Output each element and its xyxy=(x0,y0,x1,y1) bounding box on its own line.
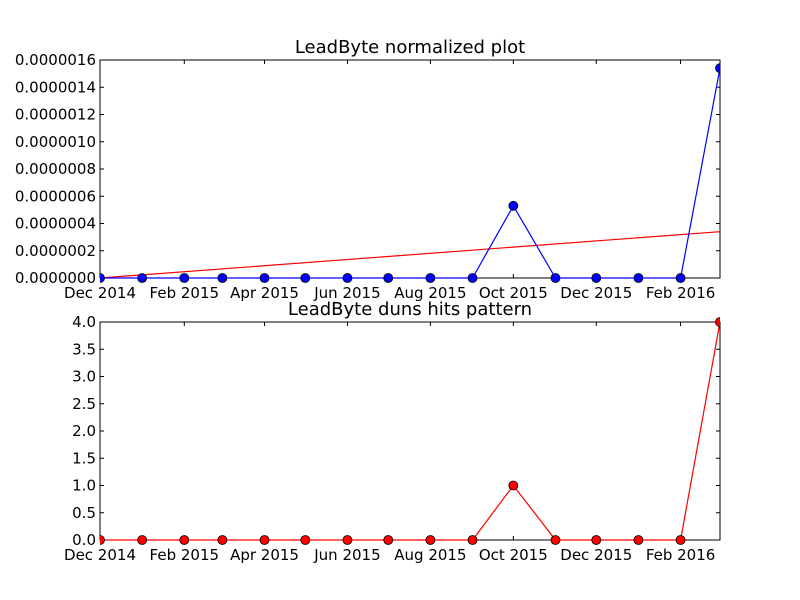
top-chart-x-tick-label: Apr 2015 xyxy=(230,284,299,302)
bottom-chart-title: LeadByte duns hits pattern xyxy=(288,299,532,320)
bottom-chart-x-tick-label: Aug 2015 xyxy=(394,546,466,564)
top-chart-y-tick-label: 0.0000002 xyxy=(15,242,96,260)
bottom-chart: 0.0 0.5 1.0 1.5 2.0 2.5 3.0 3.5 4.0 Dec 2014 Feb 2… xyxy=(64,313,721,564)
top-chart-x-tick-label: Dec 2015 xyxy=(560,284,632,302)
top-chart-x-tick-label: Feb 2015 xyxy=(150,284,220,302)
bottom-chart-x-tick-label: Feb 2015 xyxy=(150,546,220,564)
bottom-chart-data-point xyxy=(217,535,228,545)
bottom-chart-x-tick-label: Jun 2015 xyxy=(313,546,380,564)
bottom-chart-data-point xyxy=(675,535,686,545)
bottom-chart-data-point xyxy=(467,535,478,545)
top-chart-x-tick-label: Jun 2015 xyxy=(313,284,380,302)
bottom-chart-series-line xyxy=(100,321,720,541)
bottom-chart-y-tick-label: 2.0 xyxy=(72,422,96,440)
top-chart-x-tick-label: Oct 2015 xyxy=(479,284,548,302)
bottom-chart-data-point xyxy=(715,317,720,327)
top-chart-y-tick-label: 0.0000006 xyxy=(15,187,96,205)
bottom-chart-data-point xyxy=(100,535,105,545)
top-chart-data-point xyxy=(217,273,228,283)
bottom-chart-data-point xyxy=(179,535,190,545)
top-chart-data-point xyxy=(100,273,105,283)
bottom-chart-x-tick-label: Feb 2016 xyxy=(646,546,716,564)
top-chart-axes-frame xyxy=(99,59,721,279)
bottom-chart-y-tick-label: 4.0 xyxy=(72,313,96,331)
top-chart-x-tick-label: Aug 2015 xyxy=(394,284,466,302)
bottom-chart-data-point xyxy=(342,535,353,545)
bottom-chart-plot-area xyxy=(100,317,720,545)
top-chart-y-tick-label: 0.0000004 xyxy=(15,215,96,233)
bottom-chart-data-point xyxy=(137,535,148,545)
bottom-chart-data-point xyxy=(550,535,561,545)
bottom-chart-x-tick-label: Apr 2015 xyxy=(230,546,299,564)
bottom-chart-x-tick-label: Oct 2015 xyxy=(479,546,548,564)
top-chart-data-point xyxy=(137,273,148,283)
top-chart-data-point xyxy=(591,273,602,283)
bottom-chart-y-tick-label: 1.0 xyxy=(72,477,96,495)
bottom-chart-y-tick-label: 2.5 xyxy=(72,395,96,413)
top-chart-data-point xyxy=(715,63,720,74)
top-chart-y-tick-label: 0.0000016 xyxy=(15,51,96,69)
top-chart-data-point xyxy=(300,273,311,283)
bottom-chart-y-tick-label: 3.0 xyxy=(72,368,96,386)
top-chart-y-tick-label: 0.0000000 xyxy=(15,269,96,287)
top-chart-data-point xyxy=(383,273,394,283)
top-chart-plot-area xyxy=(100,63,720,283)
top-chart-trend-line xyxy=(100,231,720,279)
bottom-chart-y-tick-label: 3.5 xyxy=(72,340,96,358)
bottom-chart-y-tick-label: 0.5 xyxy=(72,504,96,522)
bottom-chart-data-point xyxy=(591,535,602,545)
top-chart: 0.0000000 0.0000002 0.0000004 0.0000006 0.00… xyxy=(15,51,721,302)
bottom-chart-x-tick-label: Dec 2014 xyxy=(64,546,136,564)
top-chart-y-tick-label: 0.0000010 xyxy=(15,133,96,151)
top-chart-data-point xyxy=(508,200,519,211)
bottom-chart-data-point xyxy=(300,535,311,545)
top-chart-data-point xyxy=(633,273,644,283)
top-chart-series-line xyxy=(100,68,720,279)
top-chart-data-point xyxy=(550,273,561,283)
top-chart-y-tick-label: 0.0000008 xyxy=(15,160,96,178)
bottom-chart-data-point xyxy=(633,535,644,545)
top-chart-data-point xyxy=(467,273,478,283)
top-chart-data-point xyxy=(179,273,190,283)
bottom-chart-axes-frame xyxy=(99,321,721,541)
top-chart-data-point xyxy=(342,273,353,283)
bottom-chart-data-point xyxy=(425,535,436,545)
top-chart-y-tick-label: 0.0000014 xyxy=(15,78,96,96)
top-chart-title: LeadByte normalized plot xyxy=(295,37,525,58)
top-chart-data-point xyxy=(425,273,436,283)
bottom-chart-data-point xyxy=(259,535,270,545)
bottom-chart-data-point xyxy=(508,480,519,491)
bottom-chart-data-point xyxy=(383,535,394,545)
bottom-chart-y-tick-label: 1.5 xyxy=(72,449,96,467)
bottom-chart-x-tick-label: Dec 2015 xyxy=(560,546,632,564)
top-chart-x-tick-label: Dec 2014 xyxy=(64,284,136,302)
bottom-chart-y-tick-label: 0.0 xyxy=(72,531,96,549)
top-chart-data-point xyxy=(259,273,270,283)
top-chart-y-tick-label: 0.0000012 xyxy=(15,106,96,124)
top-chart-data-point xyxy=(675,273,686,283)
top-chart-x-tick-label: Feb 2016 xyxy=(646,284,716,302)
